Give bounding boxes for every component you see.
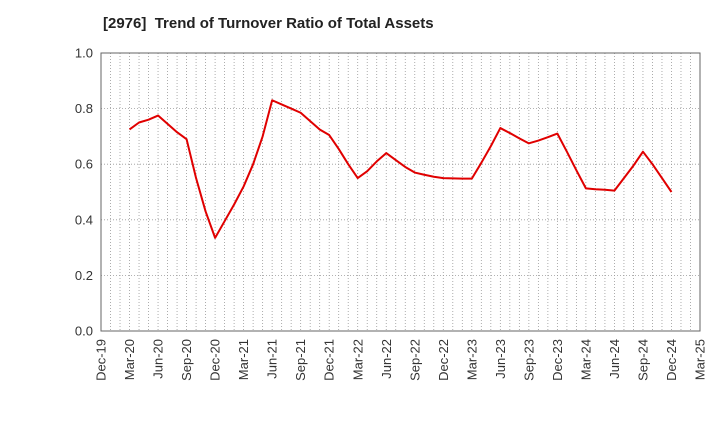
- x-tick-label: Mar-24: [578, 339, 593, 380]
- x-tick-label: Mar-20: [122, 339, 137, 380]
- x-tick-label: Dec-20: [208, 339, 223, 381]
- y-tick-label: 0.2: [75, 268, 93, 283]
- y-tick-label: 1.0: [75, 46, 93, 61]
- x-tick-label: Dec-21: [322, 339, 337, 381]
- x-tick-label: Sep-24: [636, 339, 651, 381]
- x-tick-label: Dec-22: [436, 339, 451, 381]
- y-tick-label: 0.6: [75, 157, 93, 172]
- x-tick-label: Sep-20: [179, 339, 194, 381]
- x-tick-label: Jun-20: [151, 339, 166, 379]
- series-line: [128, 99, 673, 239]
- x-tick-label: Jun-23: [493, 339, 508, 379]
- x-tick-label: Jun-24: [607, 339, 622, 379]
- x-tick-label: Sep-23: [521, 339, 536, 381]
- x-tick-label: Sep-21: [293, 339, 308, 381]
- x-tick-label: Sep-22: [407, 339, 422, 381]
- x-tick-label: Dec-24: [664, 339, 679, 381]
- x-tick-label: Mar-22: [350, 339, 365, 380]
- x-tick-label: Jun-21: [265, 339, 280, 379]
- chart-title: [2976] Trend of Turnover Ratio of Total …: [103, 15, 434, 32]
- y-tick-label: 0.0: [75, 324, 93, 339]
- x-tick-label: Mar-21: [236, 339, 251, 380]
- y-tick-label: 0.4: [75, 212, 93, 227]
- x-tick-label: Mar-25: [693, 339, 708, 380]
- y-tick-label: 0.8: [75, 101, 93, 116]
- x-tick-label: Jun-22: [379, 339, 394, 379]
- x-tick-label: Dec-23: [550, 339, 565, 381]
- x-tick-label: Dec-19: [94, 339, 109, 381]
- x-tick-label: Mar-23: [464, 339, 479, 380]
- plot-frame: [100, 52, 701, 332]
